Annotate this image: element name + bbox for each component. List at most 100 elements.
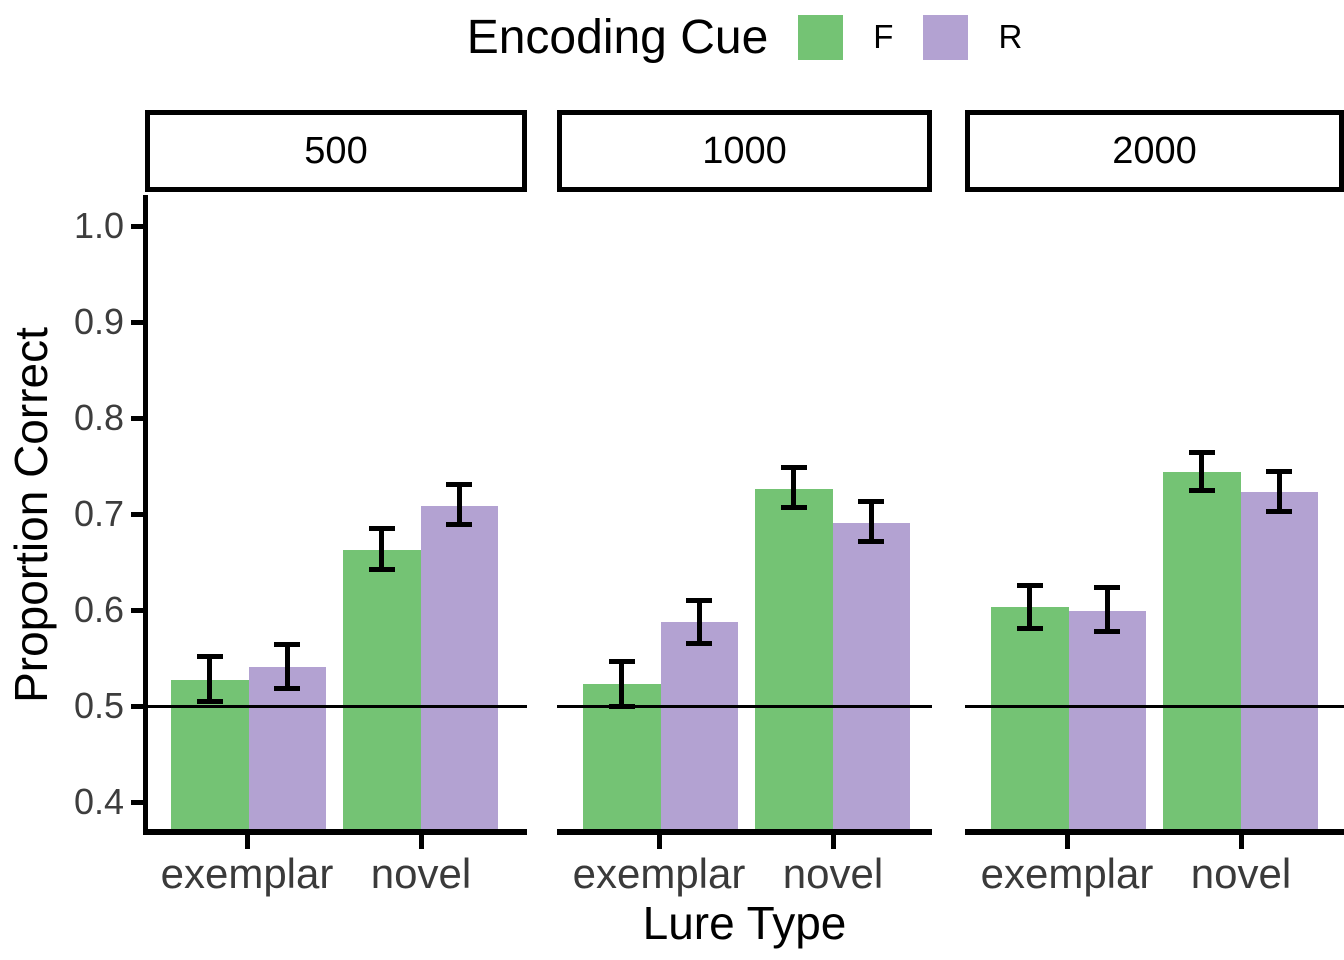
error-bar-line — [868, 498, 874, 544]
y-tick-label-0.9: 0.9 — [73, 301, 124, 342]
y-tick-label-1.0: 1.0 — [73, 205, 124, 246]
error-bar-F-exemplar — [608, 658, 635, 709]
legend-title: Encoding Cue — [466, 10, 769, 64]
error-bar-cap-top — [1188, 449, 1215, 455]
error-bar-cap-top — [1266, 468, 1293, 474]
error-bar-cap-top — [608, 658, 635, 664]
y-tick — [131, 319, 145, 325]
error-bar-cap-top — [274, 641, 301, 647]
y-tick — [131, 703, 145, 709]
error-bar-line — [379, 525, 385, 572]
bar-R-exemplar — [1068, 610, 1146, 835]
x-tick — [244, 835, 250, 849]
error-bar-line — [619, 658, 625, 709]
error-bar-line — [1199, 449, 1205, 493]
error-bar-F-novel — [368, 525, 395, 572]
legend-label-r: R — [998, 18, 1023, 55]
error-bar-cap-bottom — [1266, 508, 1293, 514]
error-bar-cap-top — [858, 498, 885, 504]
x-tick-label-novel: novel — [782, 850, 884, 897]
error-bar-cap-top — [780, 465, 807, 471]
y-tick-label-0.5: 0.5 — [73, 685, 124, 726]
error-bar-line — [696, 597, 702, 647]
bar-R-novel — [420, 506, 498, 835]
error-bar-cap-top — [446, 482, 473, 488]
error-bar-cap-bottom — [368, 566, 395, 572]
x-tick-label-exemplar: exemplar — [160, 850, 334, 897]
bar-F-exemplar — [583, 683, 661, 835]
legend-item-f: F — [798, 14, 894, 60]
error-bar-line — [207, 654, 213, 705]
error-bar-cap-bottom — [196, 699, 223, 705]
error-bar-cap-top — [196, 654, 223, 660]
y-tick — [131, 607, 145, 613]
error-bar-R-exemplar — [686, 597, 713, 647]
y-tick-label-0.7: 0.7 — [73, 493, 124, 534]
error-bar-cap-bottom — [780, 505, 807, 511]
x-tick-label-exemplar: exemplar — [572, 850, 746, 897]
error-bar-line — [284, 641, 290, 691]
x-tick-label-novel: novel — [370, 850, 472, 897]
error-bar-F-exemplar — [196, 654, 223, 705]
x-tick — [418, 835, 424, 849]
x-axis-line — [965, 829, 1344, 835]
bar-F-novel — [1163, 471, 1241, 835]
x-axis-line — [145, 829, 527, 835]
error-bar-line — [791, 465, 797, 511]
y-axis-line — [143, 195, 148, 835]
bar-F-novel — [343, 550, 421, 835]
legend-item-r: R — [923, 14, 1023, 60]
error-bar-cap-bottom — [608, 703, 635, 709]
reference-line-0.5 — [145, 704, 527, 708]
x-tick — [656, 835, 662, 849]
error-bar-F-novel — [780, 465, 807, 511]
error-bar-line — [1104, 585, 1110, 634]
error-bar-R-novel — [858, 498, 885, 544]
legend-swatch-f-icon — [798, 14, 844, 60]
x-tick-label-novel: novel — [1190, 850, 1292, 897]
error-bar-cap-bottom — [858, 538, 885, 544]
error-bar-cap-bottom — [1016, 626, 1043, 632]
reference-line-0.5 — [557, 704, 932, 708]
facet-strip-2000: 2000 — [965, 110, 1344, 192]
error-bar-line — [456, 482, 462, 528]
y-tick-label-0.6: 0.6 — [73, 589, 124, 630]
y-tick — [131, 799, 145, 805]
legend-swatch-r-icon — [923, 14, 969, 60]
bar-R-exemplar — [248, 666, 326, 835]
bar-F-exemplar — [991, 607, 1069, 835]
bar-R-novel — [1240, 491, 1318, 835]
error-bar-cap-top — [1094, 585, 1121, 591]
y-tick — [131, 223, 145, 229]
error-bar-cap-bottom — [446, 522, 473, 528]
x-tick — [1238, 835, 1244, 849]
x-axis-line — [557, 829, 932, 835]
facet-strip-1000: 1000 — [557, 110, 932, 192]
error-bar-line — [1027, 583, 1033, 632]
error-bar-F-exemplar — [1016, 583, 1043, 632]
bar-R-exemplar — [660, 622, 738, 835]
y-tick-label-0.4: 0.4 — [73, 781, 124, 822]
x-tick — [1064, 835, 1070, 849]
error-bar-R-novel — [446, 482, 473, 528]
error-bar-cap-bottom — [686, 641, 713, 647]
y-tick — [131, 415, 145, 421]
error-bar-R-exemplar — [274, 641, 301, 691]
bar-F-novel — [755, 489, 833, 835]
error-bar-cap-top — [368, 525, 395, 531]
error-bar-line — [1276, 468, 1282, 514]
bar-R-novel — [832, 522, 910, 835]
x-tick — [830, 835, 836, 849]
y-tick — [131, 511, 145, 517]
error-bar-cap-bottom — [1188, 487, 1215, 493]
error-bar-cap-top — [1016, 583, 1043, 589]
legend-label-f: F — [873, 18, 894, 55]
error-bar-R-exemplar — [1094, 585, 1121, 634]
reference-line-0.5 — [965, 704, 1344, 708]
error-bar-R-novel — [1266, 468, 1293, 514]
error-bar-cap-top — [686, 597, 713, 603]
x-tick-label-exemplar: exemplar — [980, 850, 1154, 897]
error-bar-cap-bottom — [1094, 628, 1121, 634]
error-bar-cap-bottom — [274, 685, 301, 691]
